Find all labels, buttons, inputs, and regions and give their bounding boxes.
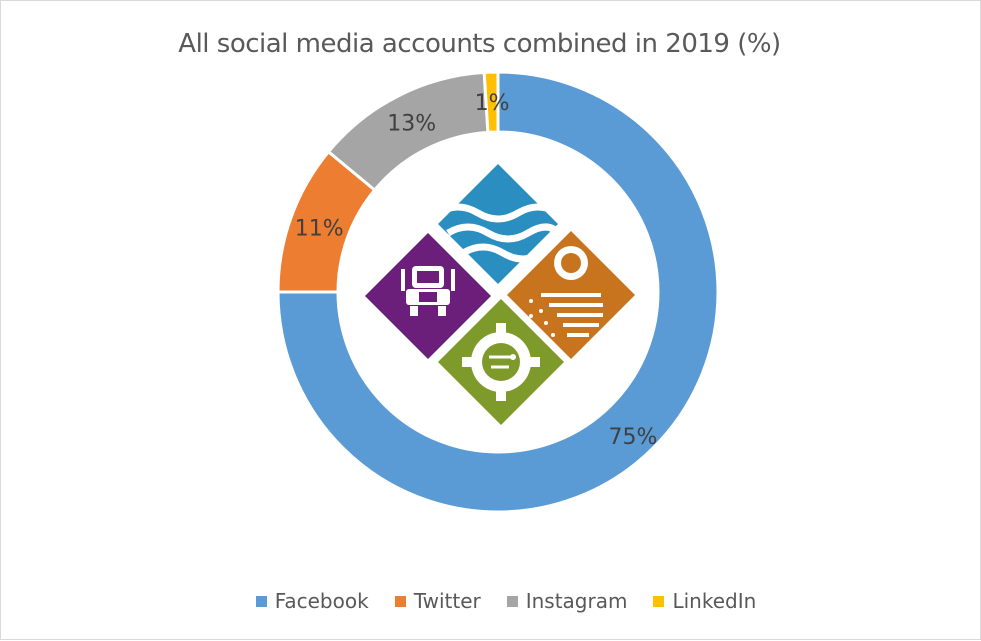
data-label-facebook: 75% (609, 425, 658, 450)
data-label-instagram: 13% (387, 112, 436, 137)
mexico-usa-flag-icon (507, 231, 635, 359)
legend-label-twitter: Twitter (413, 589, 481, 613)
gear-circuit-icon (438, 299, 564, 425)
legend-swatch-facebook (255, 595, 267, 607)
center-logo (365, 164, 635, 425)
legend-label-linkedin: LinkedIn (672, 589, 757, 613)
legend-swatch-twitter (394, 595, 406, 607)
legend-swatch-linkedin (653, 595, 665, 607)
legend-item-twitter: Twitter (394, 589, 481, 613)
legend-item-facebook: Facebook (255, 589, 369, 613)
data-label-linkedin: 1% (475, 91, 510, 116)
legend-swatch-instagram (506, 595, 518, 607)
semi-truck-icon (365, 233, 491, 359)
legend-item-instagram: Instagram (506, 589, 628, 613)
doughnut-data-labels: 75% 11% 13% 1% (295, 91, 658, 450)
chart-title: All social media accounts combined in 20… (178, 29, 781, 59)
slice-facebook (276, 70, 720, 514)
water-waves-icon (436, 164, 561, 284)
chart-legend: Facebook Twitter Instagram LinkedIn (1, 589, 981, 613)
legend-item-linkedin: LinkedIn (653, 589, 756, 613)
legend-label-facebook: Facebook (274, 589, 369, 613)
legend-label-instagram: Instagram (525, 589, 628, 613)
doughnut-slices (276, 70, 720, 514)
data-label-twitter: 11% (295, 217, 344, 242)
slice-linkedin (482, 70, 500, 134)
